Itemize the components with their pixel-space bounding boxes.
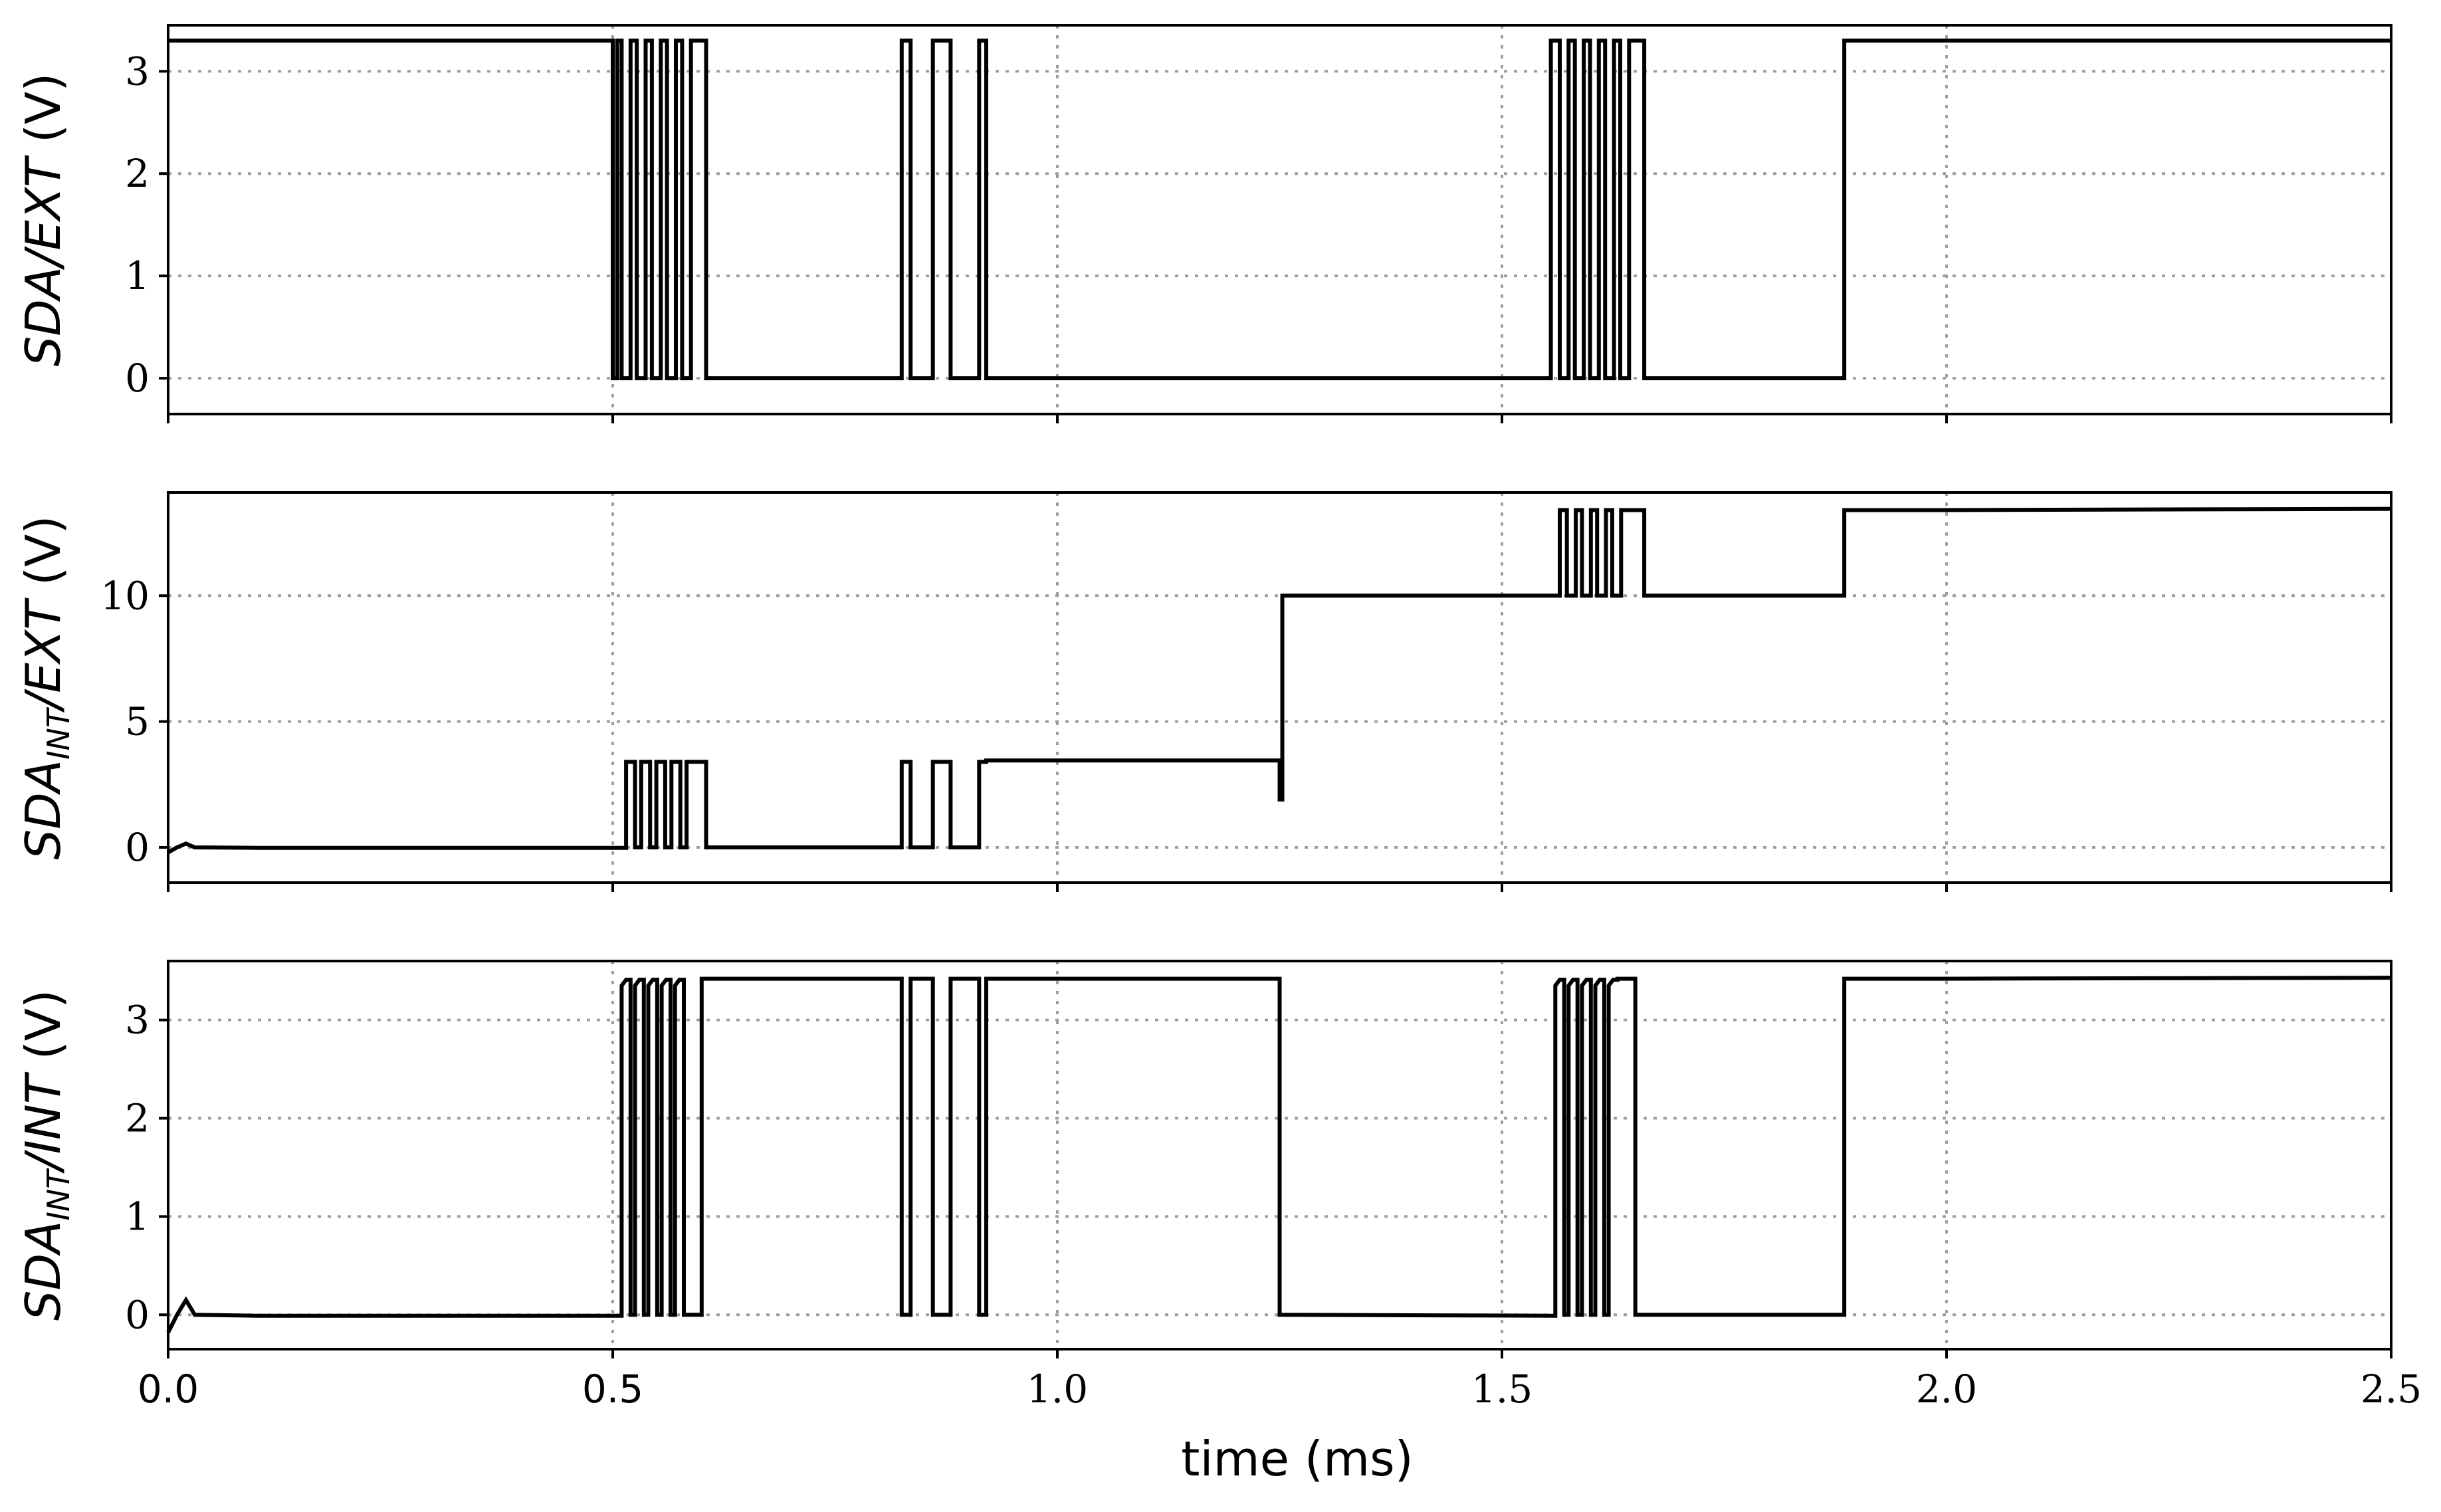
y-label-units: (V) [15,990,71,1075]
y-axis-label: SDAINT/INT (V) [15,990,76,1321]
y-label-main: SDA [15,760,71,859]
x-tick-label: 0.5 [582,1366,643,1412]
panel-3: 0 1 2 3 SDAINT/INT (V) 0.0 0.5 1.0 1.5 2.0 2.5 [15,960,2422,1412]
y-label-suffix: /EXT [15,155,71,270]
plot-frame [167,491,2392,884]
panel-2: 0 5 10 SDAINT/EXT (V) [15,491,2392,892]
y-label-units: (V) [15,516,71,601]
x-axis-label: time (ms) [1181,1431,1413,1487]
y-tick-label: 10 [100,573,150,618]
signal-trace-1 [168,39,2391,381]
plot-frame [167,960,2392,1350]
x-tick-label: 0.0 [138,1366,199,1412]
y-tick-label: 3 [125,998,150,1043]
y-tick-label: 0 [125,356,150,401]
y-tick-label: 0 [125,1292,150,1337]
y-tick-label: 1 [125,1194,150,1239]
signal-trace-1 [166,976,2392,1334]
y-label-suffix: /INT [15,1071,71,1174]
y-label-main: SDA [15,267,71,366]
y-tick-label: 3 [125,49,150,94]
y-tick-label: 1 [125,253,150,298]
y-axis-label: SDAINT/EXT (V) [15,516,76,860]
signal-trace-1 [167,506,2392,855]
x-tick-label: 1.5 [1471,1366,1533,1412]
y-label-suffix: /EXT [15,597,71,713]
x-tick-label: 2.5 [2361,1366,2422,1412]
panel-1: 0 1 2 3 SDA/EXT (V) [15,24,2392,423]
y-label-main: SDA [15,1221,71,1321]
y-label-subscript: INT [41,706,76,760]
y-label-units: (V) [15,73,71,158]
y-axis-label: SDA/EXT (V) [15,73,71,367]
y-tick-label: 5 [125,699,150,744]
y-tick-label: 2 [125,1096,150,1141]
x-tick-label: 2.0 [1916,1366,1977,1412]
plot-frame [167,24,2392,415]
y-tick-label: 0 [125,825,150,870]
y-tick-label: 2 [125,151,150,196]
y-label-subscript: INT [41,1168,76,1221]
x-tick-label: 1.0 [1027,1366,1088,1412]
